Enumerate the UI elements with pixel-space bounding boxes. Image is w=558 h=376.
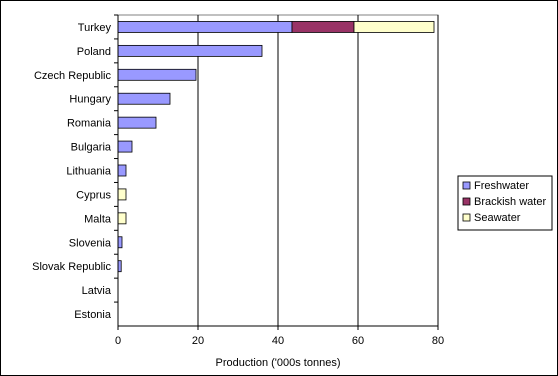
legend-swatch-seawater bbox=[462, 213, 471, 222]
category-label-slovenia: Slovenia bbox=[69, 237, 112, 249]
legend-label-freshwater: Freshwater bbox=[474, 180, 529, 192]
category-label-estonia: Estonia bbox=[74, 309, 112, 321]
x-tick-label-0: 0 bbox=[115, 335, 121, 347]
bar-malta-seawater bbox=[117, 212, 127, 225]
x-axis-title: Production ('000s tonnes) bbox=[215, 357, 340, 369]
legend: Freshwater Brackish water Seawater bbox=[457, 175, 553, 231]
category-label-czech-republic: Czech Republic bbox=[34, 70, 112, 82]
category-label-malta: Malta bbox=[84, 213, 112, 225]
category-label-hungary: Hungary bbox=[69, 94, 111, 106]
legend-box bbox=[457, 175, 553, 231]
x-tick-labels: 0 20 40 60 80 bbox=[115, 335, 444, 347]
bar-poland-freshwater bbox=[117, 44, 263, 57]
bar-lithuania-freshwater bbox=[117, 164, 127, 177]
category-label-cyprus: Cyprus bbox=[76, 189, 111, 201]
bar-romania-freshwater bbox=[117, 116, 157, 129]
bar-turkey-brackish-water bbox=[291, 21, 355, 33]
x-tick-label-80: 80 bbox=[432, 335, 444, 347]
x-tick-label-40: 40 bbox=[272, 335, 284, 347]
category-labels: Turkey Poland Czech Republic Hungary Romania… bbox=[32, 22, 112, 321]
bar-hungary-freshwater bbox=[117, 92, 171, 105]
category-label-bulgaria: Bulgaria bbox=[71, 142, 112, 154]
x-tick-label-20: 20 bbox=[192, 335, 204, 347]
bar-turkey-freshwater bbox=[117, 21, 293, 33]
bar-turkey-seawater bbox=[353, 21, 435, 33]
category-label-turkey: Turkey bbox=[78, 22, 112, 34]
bar-czech-republic-freshwater bbox=[117, 68, 197, 81]
legend-swatch-freshwater bbox=[462, 181, 471, 190]
category-label-romania: Romania bbox=[67, 118, 112, 130]
x-tick-label-60: 60 bbox=[352, 335, 364, 347]
bar-bulgaria-freshwater bbox=[117, 140, 133, 153]
category-label-slovak-republic: Slovak Republic bbox=[32, 261, 111, 273]
legend-label-brackish-water: Brackish water bbox=[474, 196, 546, 208]
gridlines bbox=[114, 14, 439, 330]
bar-cyprus-seawater bbox=[117, 188, 127, 201]
category-label-lithuania: Lithuania bbox=[66, 166, 112, 178]
category-label-poland: Poland bbox=[77, 46, 111, 58]
category-label-latvia: Latvia bbox=[82, 285, 112, 297]
legend-swatch-brackish-water bbox=[462, 197, 471, 206]
legend-label-seawater: Seawater bbox=[474, 212, 521, 224]
bar-slovenia-freshwater bbox=[117, 236, 123, 249]
